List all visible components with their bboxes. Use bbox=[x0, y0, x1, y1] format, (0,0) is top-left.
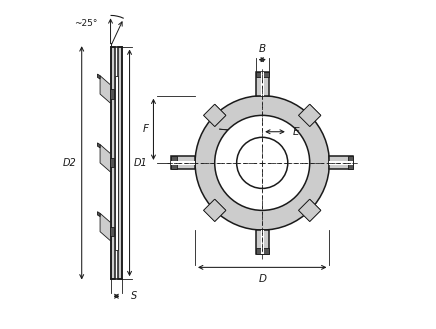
Bar bbox=[118, 47, 123, 279]
Bar bbox=[110, 158, 115, 167]
Polygon shape bbox=[204, 104, 226, 126]
Polygon shape bbox=[299, 199, 321, 221]
Circle shape bbox=[237, 137, 288, 189]
Text: S: S bbox=[130, 291, 137, 301]
Circle shape bbox=[195, 96, 329, 230]
Polygon shape bbox=[204, 104, 226, 126]
Polygon shape bbox=[97, 143, 100, 148]
Polygon shape bbox=[100, 144, 111, 172]
Text: D2: D2 bbox=[63, 158, 77, 168]
Polygon shape bbox=[304, 110, 315, 121]
Polygon shape bbox=[100, 213, 111, 241]
Bar bbox=[110, 89, 115, 99]
Polygon shape bbox=[261, 230, 264, 254]
Text: B: B bbox=[259, 44, 266, 54]
Polygon shape bbox=[255, 230, 269, 254]
Polygon shape bbox=[255, 248, 269, 254]
Polygon shape bbox=[204, 199, 226, 221]
Polygon shape bbox=[261, 72, 264, 96]
Polygon shape bbox=[171, 161, 195, 164]
Polygon shape bbox=[97, 212, 100, 216]
Circle shape bbox=[215, 115, 310, 210]
Bar bbox=[115, 76, 118, 250]
Text: D: D bbox=[258, 274, 266, 284]
Polygon shape bbox=[329, 161, 353, 164]
Polygon shape bbox=[348, 156, 353, 169]
Bar bbox=[110, 227, 115, 236]
Text: E: E bbox=[293, 127, 299, 137]
Polygon shape bbox=[255, 72, 269, 96]
Polygon shape bbox=[209, 205, 220, 216]
Polygon shape bbox=[329, 156, 353, 169]
Polygon shape bbox=[204, 199, 226, 221]
Polygon shape bbox=[97, 74, 100, 79]
Polygon shape bbox=[299, 104, 321, 126]
Text: D1: D1 bbox=[133, 158, 147, 168]
Polygon shape bbox=[171, 156, 177, 169]
Polygon shape bbox=[255, 72, 269, 77]
Polygon shape bbox=[171, 156, 195, 169]
Polygon shape bbox=[299, 199, 321, 221]
Text: ~25°: ~25° bbox=[74, 19, 98, 28]
Polygon shape bbox=[299, 104, 321, 126]
Polygon shape bbox=[304, 205, 315, 216]
Polygon shape bbox=[209, 110, 220, 121]
Text: F: F bbox=[142, 124, 148, 134]
Polygon shape bbox=[100, 76, 111, 103]
Bar bbox=[111, 47, 115, 279]
